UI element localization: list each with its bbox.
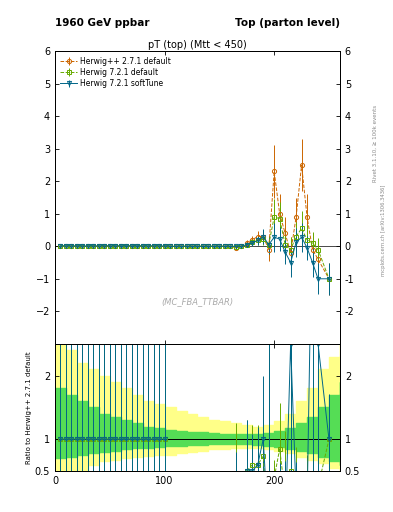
Legend: Herwig++ 2.7.1 default, Herwig 7.2.1 default, Herwig 7.2.1 softTune: Herwig++ 2.7.1 default, Herwig 7.2.1 def… (57, 53, 174, 91)
Y-axis label: Ratio to Herwig++ 2.7.1 default: Ratio to Herwig++ 2.7.1 default (26, 351, 32, 464)
Text: Rivet 3.1.10, ≥ 100k events: Rivet 3.1.10, ≥ 100k events (373, 105, 378, 182)
Title: pT (top) (Mtt < 450): pT (top) (Mtt < 450) (148, 40, 247, 50)
Text: 1960 GeV ppbar: 1960 GeV ppbar (55, 18, 149, 28)
Text: Top (parton level): Top (parton level) (235, 18, 340, 28)
Text: mcplots.cern.ch [arXiv:1306.3436]: mcplots.cern.ch [arXiv:1306.3436] (381, 185, 386, 276)
Text: (MC_FBA_TTBAR): (MC_FBA_TTBAR) (162, 297, 233, 306)
